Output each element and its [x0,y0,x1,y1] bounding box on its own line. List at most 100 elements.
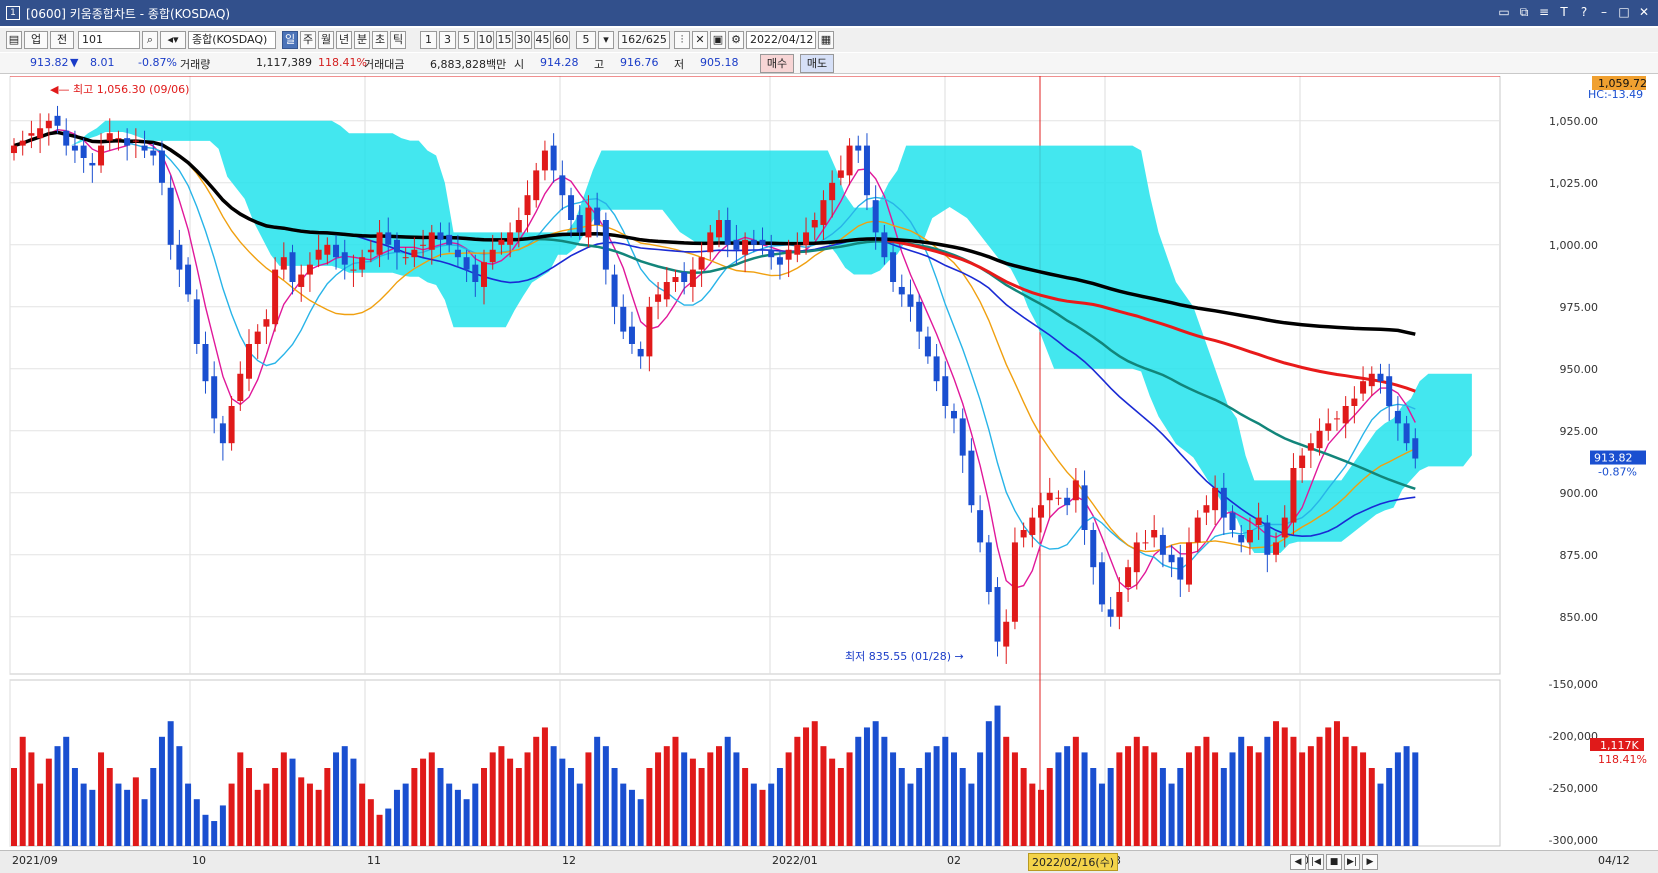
candle-body-93 [820,200,827,225]
period-tab-1[interactable]: 주 [300,31,316,49]
volume-bar-153 [1342,736,1349,846]
market-select[interactable]: 업 [24,31,48,49]
period-tab-3[interactable]: 년 [336,31,352,49]
candle-body-7 [71,145,78,151]
interval-button-3[interactable]: 3 [439,31,456,49]
candle-body-89 [785,249,792,260]
low-label: 저 [674,58,685,71]
volume-bar-2 [28,752,35,846]
maximize-icon[interactable]: □ [1618,5,1630,19]
interval-button-5[interactable]: 5 [458,31,475,49]
open-value: 914.28 [540,56,579,69]
candle-body-87 [768,249,775,258]
period-tab-4[interactable]: 분 [354,31,370,49]
interval-value[interactable]: 5 [576,31,596,49]
volume-bar-61 [541,727,548,846]
date-input[interactable]: 2022/04/12 [746,31,816,49]
candle-body-84 [742,239,749,255]
candle-body-11 [106,133,113,141]
volume-bar-100 [881,736,888,846]
candle-body-21 [193,299,200,344]
price-chart[interactable]: 1,050.00 1,025.00 1,000.00 975.00 950.00 925.… [0,76,1658,850]
type-select[interactable]: 전 [50,31,74,49]
interval-button-15[interactable]: 15 [496,31,513,49]
copy-icon[interactable]: ⧉ [1519,5,1529,19]
period-tab-5[interactable]: 초 [372,31,388,49]
volume-bar-11 [106,768,113,846]
sound-icon[interactable]: ◂▾ [160,31,186,49]
volume-bar-88 [776,768,783,846]
period-tab-2[interactable]: 월 [318,31,334,49]
nav-button-2[interactable]: ■ [1326,854,1342,870]
candle-body-92 [811,220,818,228]
link-icon[interactable]: ▭ [1498,5,1510,19]
period-tab-0[interactable]: 일 [282,31,298,49]
save-icon[interactable]: ▣ [710,31,726,49]
sell-button[interactable]: 매도 [800,54,834,73]
candle-body-104 [916,301,923,332]
interval-button-45[interactable]: 45 [534,31,551,49]
candle-body-132 [1159,534,1166,555]
chevron-down-icon[interactable]: ▾ [598,31,614,49]
help-icon[interactable]: ? [1580,5,1588,19]
volume-bar-66 [585,752,592,846]
volume-bar-37 [333,752,340,846]
candle-body-31 [280,257,287,270]
volume-bar-60 [533,736,540,846]
candle-body-152 [1333,418,1340,420]
nav-button-0[interactable]: ◀ [1290,854,1306,870]
candle-body-83 [733,239,740,250]
volume-label: 거래량 [180,58,211,71]
nav-button-3[interactable]: ▶| [1344,854,1360,870]
interval-button-10[interactable]: 10 [477,31,494,49]
calendar-icon[interactable]: ▦ [818,31,834,49]
candle-body-108 [951,410,957,419]
close-icon[interactable]: ✕ [1638,5,1650,19]
volume-bar-39 [350,758,357,846]
layout-icon[interactable]: ▤ [6,31,22,49]
interval-button-1[interactable]: 1 [420,31,437,49]
volume-bar-18 [167,721,174,846]
volume-bar-23 [211,821,218,846]
text-icon[interactable]: T [1560,5,1568,19]
high-value: 916.76 [620,56,659,69]
period-tab-6[interactable]: 틱 [390,31,406,49]
buy-button[interactable]: 매수 [760,54,794,73]
candle-body-65 [576,215,583,233]
volume-bar-42 [376,814,383,846]
menu-icon[interactable]: ≡ [1538,5,1550,19]
cross-icon[interactable]: ✕ [692,31,708,49]
volume-bar-159 [1394,752,1401,846]
ma-160-line [13,130,1416,336]
candle-body-120 [1055,497,1062,499]
window-controls: ▭ ⧉ ≡ T ? – □ ✕ [1496,4,1652,20]
search-icon[interactable]: ⌕ [142,31,158,49]
candle-icon[interactable]: ⫶ [674,31,690,49]
last-price-box [1590,450,1646,465]
ma-20-line [13,131,1416,553]
volume-bar-125 [1098,783,1105,846]
title-bar: 1 [0600] 키움종합차트 - 종합(KOSDAQ) ▭ ⧉ ≡ T ? –… [0,0,1658,26]
candle-body-58 [515,220,522,233]
volume-bar-135 [1186,752,1192,846]
volume-bar-56 [498,746,505,846]
volume-bar-10 [98,752,105,846]
volume-bar-47 [420,758,427,846]
candle-body-68 [602,220,609,270]
x-label-2: 11 [367,854,381,867]
interval-button-30[interactable]: 30 [515,31,532,49]
interval-button-60[interactable]: 60 [553,31,570,49]
candle-body-153 [1342,406,1349,424]
gear-icon[interactable]: ⚙ [728,31,744,49]
nav-button-1[interactable]: |◀ [1308,854,1324,870]
candle-body-101 [890,252,897,282]
open-label: 시 [514,58,525,71]
candle-body-109 [959,418,966,456]
volume-bar-62 [550,746,557,846]
nav-button-4[interactable]: ▶ [1362,854,1378,870]
minimize-icon[interactable]: – [1601,5,1607,19]
candle-body-27 [246,344,252,379]
candle-body-36 [324,244,331,255]
code-input[interactable]: 101 [78,31,140,49]
ma-5-line [13,128,1416,591]
